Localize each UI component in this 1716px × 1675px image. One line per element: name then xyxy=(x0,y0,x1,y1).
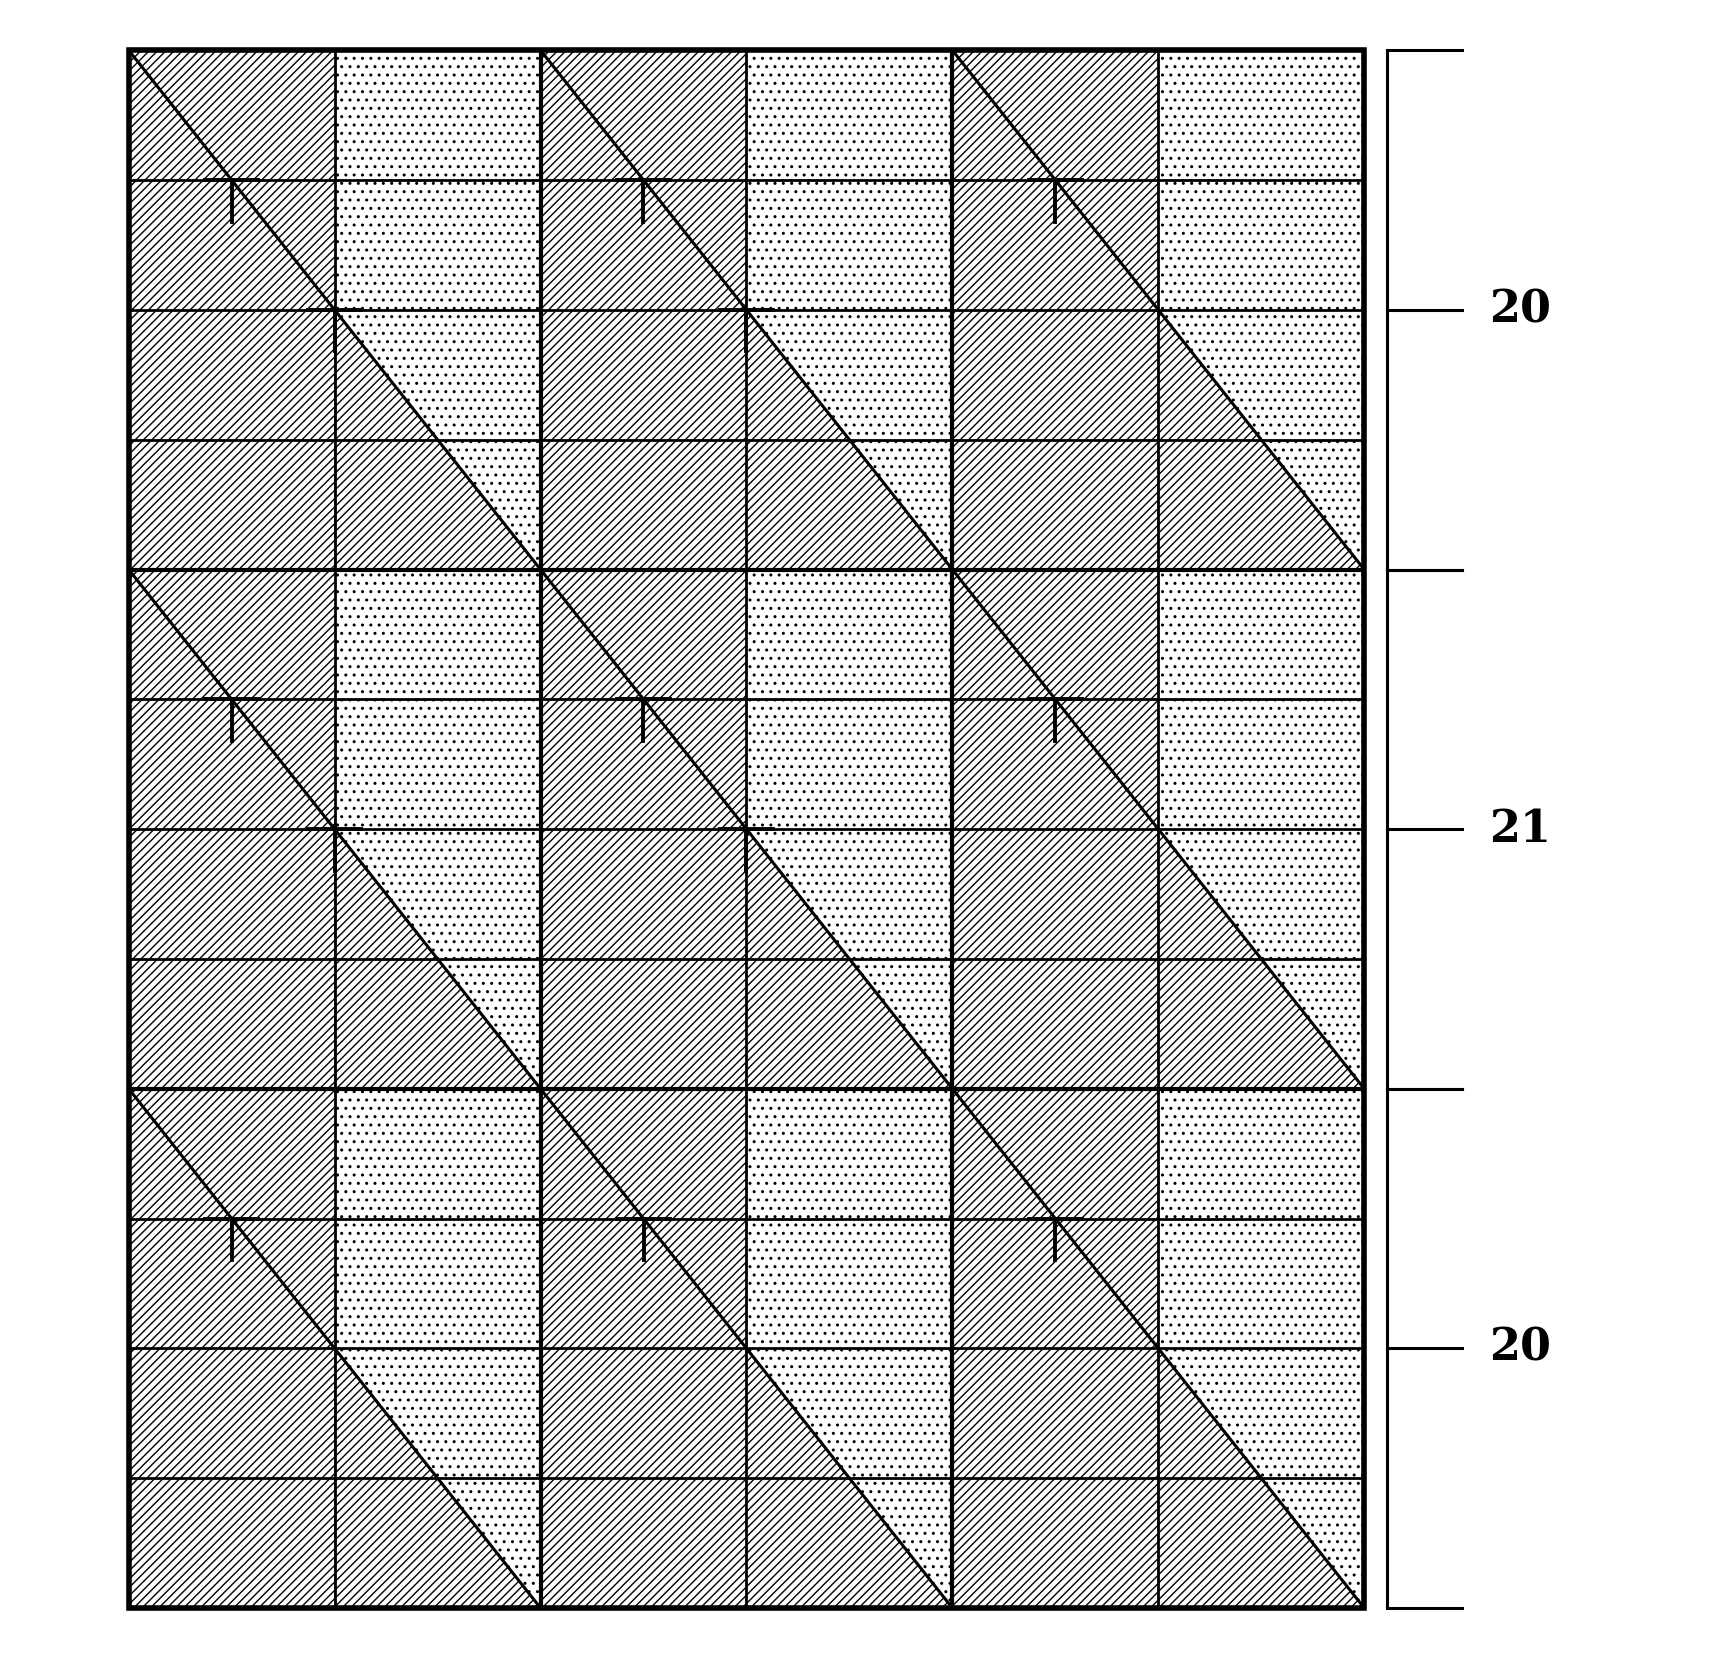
Polygon shape xyxy=(746,310,952,570)
Text: 20: 20 xyxy=(1489,1327,1551,1370)
Bar xyxy=(129,50,1364,1608)
Polygon shape xyxy=(1158,50,1364,570)
Polygon shape xyxy=(335,50,541,570)
Bar xyxy=(952,570,1158,1089)
Polygon shape xyxy=(1158,829,1364,1089)
Bar xyxy=(129,1089,335,1608)
Polygon shape xyxy=(335,1348,541,1608)
Polygon shape xyxy=(746,570,952,1089)
Polygon shape xyxy=(335,310,541,570)
Polygon shape xyxy=(335,570,541,1089)
Polygon shape xyxy=(1158,310,1364,570)
Bar xyxy=(952,1089,1158,1608)
Polygon shape xyxy=(1158,570,1364,1089)
Bar xyxy=(541,1089,746,1608)
Bar xyxy=(952,50,1158,570)
Bar xyxy=(129,50,335,570)
Bar xyxy=(541,570,746,1089)
Polygon shape xyxy=(335,1089,541,1608)
Polygon shape xyxy=(746,1089,952,1608)
Polygon shape xyxy=(746,829,952,1089)
Text: 20: 20 xyxy=(1489,288,1551,332)
Polygon shape xyxy=(1158,1089,1364,1608)
Polygon shape xyxy=(1158,1348,1364,1608)
Bar xyxy=(541,50,746,570)
Text: 21: 21 xyxy=(1489,807,1551,851)
Polygon shape xyxy=(746,1348,952,1608)
Polygon shape xyxy=(335,829,541,1089)
Polygon shape xyxy=(746,50,952,570)
Bar xyxy=(129,570,335,1089)
